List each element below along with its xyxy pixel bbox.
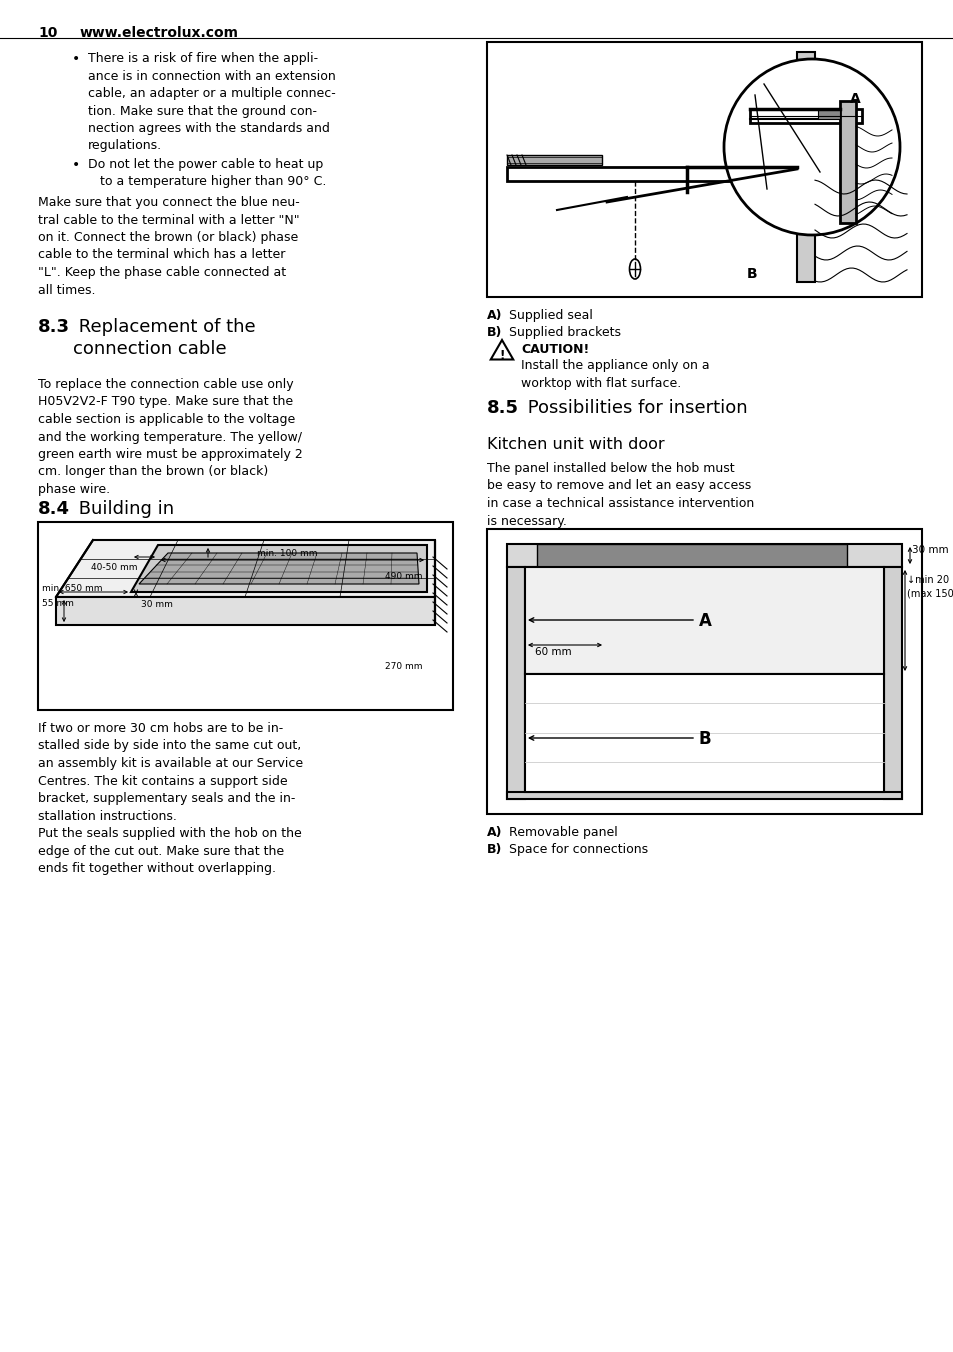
Text: B): B) [486, 326, 502, 339]
Text: A): A) [486, 826, 502, 840]
Polygon shape [796, 51, 814, 283]
Text: Removable panel: Removable panel [509, 826, 618, 840]
Bar [486, 42, 921, 297]
Text: Supplied brackets: Supplied brackets [509, 326, 620, 339]
Text: The panel installed below the hob must
be easy to remove and let an easy access
: The panel installed below the hob must b… [486, 462, 754, 527]
Text: CAUTION!: CAUTION! [520, 343, 589, 356]
Polygon shape [506, 155, 601, 165]
Polygon shape [537, 544, 846, 566]
Text: A: A [699, 612, 711, 630]
Ellipse shape [629, 260, 639, 279]
Polygon shape [883, 566, 901, 799]
Text: 40-50 mm: 40-50 mm [91, 562, 137, 572]
Text: 270 mm: 270 mm [385, 662, 422, 671]
Text: min. 650 mm: min. 650 mm [42, 584, 102, 594]
Polygon shape [506, 792, 901, 799]
Text: A): A) [486, 310, 502, 322]
Polygon shape [524, 566, 883, 675]
Text: 30 mm: 30 mm [141, 600, 172, 608]
Text: •: • [71, 158, 80, 172]
Bar [486, 529, 921, 814]
Polygon shape [56, 598, 435, 625]
Text: A: A [849, 92, 860, 105]
Text: ↓min 20 mm: ↓min 20 mm [906, 575, 953, 585]
Text: 8.4: 8.4 [38, 500, 70, 518]
Text: •: • [71, 51, 80, 66]
Bar [38, 522, 453, 710]
Text: B): B) [486, 844, 502, 856]
Polygon shape [524, 675, 883, 792]
Text: (max 150 mm): (max 150 mm) [906, 589, 953, 599]
Polygon shape [56, 539, 435, 598]
Text: Possibilities for insertion: Possibilities for insertion [521, 399, 747, 416]
Text: min. 100 mm: min. 100 mm [256, 549, 317, 558]
Text: There is a risk of fire when the appli-
ance is in connection with an extension
: There is a risk of fire when the appli- … [88, 51, 335, 153]
Text: Make sure that you connect the blue neu-
tral cable to the terminal with a lette: Make sure that you connect the blue neu-… [38, 196, 299, 296]
Text: Space for connections: Space for connections [509, 844, 647, 856]
Text: 10: 10 [38, 26, 57, 41]
Circle shape [723, 59, 899, 235]
Polygon shape [139, 553, 418, 584]
Polygon shape [840, 101, 855, 223]
Text: Building in: Building in [73, 500, 174, 518]
Text: If two or more 30 cm hobs are to be in-
stalled side by side into the same cut o: If two or more 30 cm hobs are to be in- … [38, 722, 303, 875]
Text: !: ! [498, 349, 504, 362]
Text: 30 mm: 30 mm [911, 545, 947, 556]
Text: Do not let the power cable to heat up
   to a temperature higher than 90° C.: Do not let the power cable to heat up to… [88, 158, 326, 188]
Text: 8.5: 8.5 [486, 399, 518, 416]
Text: 490 mm: 490 mm [385, 572, 422, 581]
Text: To replace the connection cable use only
H05V2V2-F T90 type. Make sure that the
: To replace the connection cable use only… [38, 379, 302, 496]
Polygon shape [506, 544, 901, 566]
Text: 60 mm: 60 mm [535, 648, 571, 657]
Text: Supplied seal: Supplied seal [509, 310, 592, 322]
Polygon shape [131, 545, 427, 592]
Text: B: B [746, 266, 757, 281]
Polygon shape [749, 110, 862, 123]
Polygon shape [506, 566, 524, 799]
Text: Kitchen unit with door: Kitchen unit with door [486, 437, 664, 452]
Text: 8.3: 8.3 [38, 318, 70, 337]
Polygon shape [506, 168, 856, 181]
Text: Install the appliance only on a
worktop with flat surface.: Install the appliance only on a worktop … [520, 360, 709, 389]
Text: www.electrolux.com: www.electrolux.com [80, 26, 239, 41]
Text: B: B [699, 730, 711, 748]
Polygon shape [817, 110, 840, 119]
Text: 55 mm: 55 mm [42, 599, 73, 608]
Text: Replacement of the
connection cable: Replacement of the connection cable [73, 318, 255, 358]
